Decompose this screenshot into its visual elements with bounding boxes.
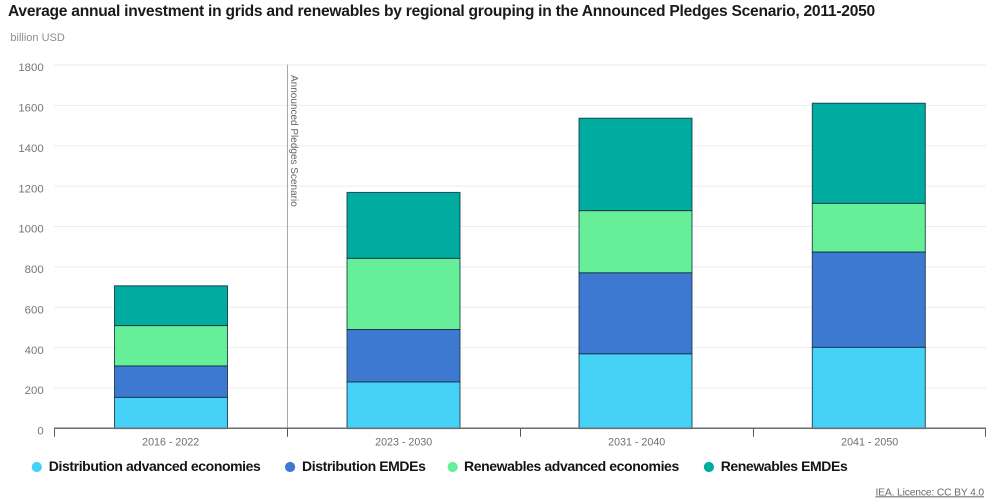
svg-text:1000: 1000 <box>18 224 43 236</box>
svg-text:1600: 1600 <box>18 103 43 115</box>
svg-text:0: 0 <box>37 426 43 438</box>
svg-text:1800: 1800 <box>18 62 43 74</box>
svg-text:400: 400 <box>25 345 44 357</box>
svg-text:Renewables advanced economies: Renewables advanced economies <box>464 458 679 474</box>
svg-text:billion USD: billion USD <box>10 32 64 44</box>
svg-text:IEA. Licence: CC BY 4.0: IEA. Licence: CC BY 4.0 <box>875 487 984 498</box>
svg-text:200: 200 <box>25 385 44 397</box>
svg-text:2041 - 2050: 2041 - 2050 <box>841 436 898 448</box>
svg-text:1400: 1400 <box>18 143 43 155</box>
svg-text:2023 - 2030: 2023 - 2030 <box>375 436 432 448</box>
svg-text:2031 - 2040: 2031 - 2040 <box>608 436 665 448</box>
svg-text:Renewables EMDEs: Renewables EMDEs <box>721 458 848 474</box>
svg-text:Distribution advanced economie: Distribution advanced economies <box>49 458 261 474</box>
svg-text:600: 600 <box>25 304 44 316</box>
svg-text:Distribution EMDEs: Distribution EMDEs <box>302 458 426 474</box>
svg-text:1200: 1200 <box>18 183 43 195</box>
svg-text:Announced Pledges Scenario: Announced Pledges Scenario <box>288 75 299 207</box>
svg-text:800: 800 <box>25 264 44 276</box>
svg-text:2016 - 2022: 2016 - 2022 <box>142 436 199 448</box>
